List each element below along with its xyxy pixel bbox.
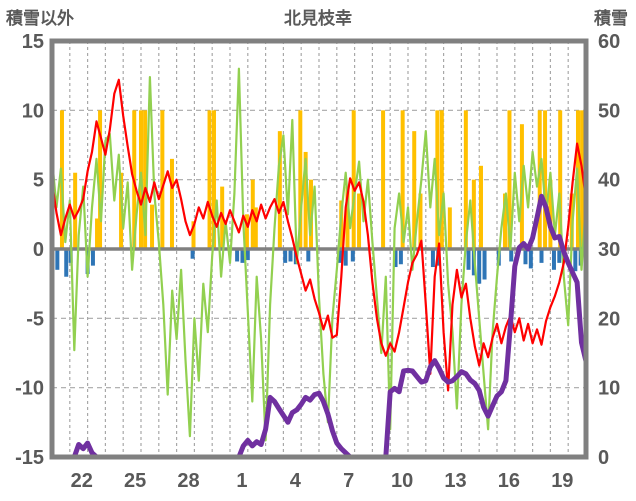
left-axis-tick-label: 5 xyxy=(33,170,44,192)
orange-bar xyxy=(580,110,585,249)
blue-bar xyxy=(338,249,343,263)
blue-bar xyxy=(573,249,578,272)
right-axis-tick-label: 50 xyxy=(598,100,620,122)
blue-bar xyxy=(350,249,355,262)
orange-bar xyxy=(150,204,155,249)
orange-bar xyxy=(298,110,303,249)
plot-border xyxy=(49,38,589,460)
left-axis-title: 積雪以外 xyxy=(6,9,74,28)
blue-bar xyxy=(430,249,435,268)
orange-bar xyxy=(351,110,356,249)
x-axis-tick-label: 22 xyxy=(71,470,93,492)
orange-bar xyxy=(95,218,100,249)
blue-bar xyxy=(482,249,487,280)
orange-bar xyxy=(244,214,249,249)
orange-bar xyxy=(73,172,78,249)
orange-bar xyxy=(160,110,165,249)
x-axis-tick-label: 13 xyxy=(444,470,466,492)
orange-bar xyxy=(303,151,308,249)
x-axis-tick-label: 25 xyxy=(124,470,146,492)
orange-bar xyxy=(253,207,258,249)
blue-bar xyxy=(240,249,245,263)
blue-bar xyxy=(557,249,562,263)
orange-bar xyxy=(191,221,196,249)
right-axis-tick-label: 20 xyxy=(598,308,620,330)
blue-bar xyxy=(306,249,311,262)
orange-bar xyxy=(478,165,483,249)
orange-bar xyxy=(463,110,468,249)
orange-bar xyxy=(439,110,444,249)
orange-bar xyxy=(345,186,350,249)
right-axis-title: 積雪 xyxy=(594,9,628,28)
x-axis-tick-label: 28 xyxy=(177,470,199,492)
red-line xyxy=(51,78,587,392)
blue-bar xyxy=(235,249,240,262)
left-axis-tick-label: -5 xyxy=(26,308,44,330)
orange-bar xyxy=(143,110,148,249)
green-line xyxy=(51,67,587,442)
blue-bar xyxy=(398,249,403,265)
orange-bar xyxy=(412,131,417,249)
x-axis-tick-label: 1 xyxy=(236,470,247,492)
orange-bar xyxy=(548,179,553,249)
blue-bar xyxy=(466,249,471,270)
orange-bar xyxy=(207,110,212,249)
left-axis-tick-label: 10 xyxy=(22,100,44,122)
orange-bar xyxy=(400,110,405,249)
left-axis-tick-label: 0 xyxy=(33,239,44,261)
x-axis-tick-label: 4 xyxy=(290,470,302,492)
blue-bar xyxy=(539,249,544,263)
blue-bar xyxy=(90,249,95,266)
orange-bar xyxy=(435,110,440,249)
blue-bar xyxy=(64,249,69,277)
orange-bar xyxy=(211,110,216,249)
blue-bar xyxy=(551,249,556,270)
orange-bar xyxy=(447,207,452,249)
orange-bar xyxy=(169,158,174,249)
right-axis-tick-label: 0 xyxy=(598,447,609,469)
orange-bar xyxy=(543,110,548,249)
blue-bar xyxy=(509,249,514,262)
blue-bar xyxy=(283,249,288,263)
right-axis-tick-label: 40 xyxy=(598,170,620,192)
orange-bar xyxy=(558,110,563,249)
orange-bar xyxy=(357,193,362,249)
blue-bar xyxy=(288,249,293,262)
orange-bar xyxy=(418,193,423,249)
orange-bar xyxy=(507,110,512,249)
orange-bar xyxy=(277,131,282,249)
chart-title: 北見枝幸 xyxy=(284,9,352,28)
blue-bar xyxy=(393,249,398,268)
blue-bar xyxy=(245,249,250,261)
blue-bar xyxy=(343,249,348,266)
left-axis-tick-label: -10 xyxy=(15,378,44,400)
blue-bar xyxy=(55,249,60,270)
blue-bar xyxy=(190,249,195,259)
orange-bar xyxy=(98,110,103,249)
left-axis-tick-label: -15 xyxy=(15,447,44,469)
x-axis-tick-label: 19 xyxy=(551,470,573,492)
left-axis-tick-label: 15 xyxy=(22,31,44,53)
blue-bar xyxy=(523,249,528,265)
orange-bar xyxy=(537,110,542,249)
right-axis-tick-label: 10 xyxy=(598,378,620,400)
x-axis-tick-label: 10 xyxy=(391,470,413,492)
x-axis-tick-label: 7 xyxy=(343,470,354,492)
orange-bar xyxy=(471,179,476,249)
orange-bar xyxy=(381,110,386,249)
blue-bar xyxy=(477,249,482,284)
right-axis-tick-label: 60 xyxy=(598,31,620,53)
blue-bar xyxy=(528,249,533,269)
orange-bar xyxy=(503,193,508,249)
right-axis-tick-label: 30 xyxy=(598,239,620,261)
x-axis-tick-label: 16 xyxy=(498,470,520,492)
